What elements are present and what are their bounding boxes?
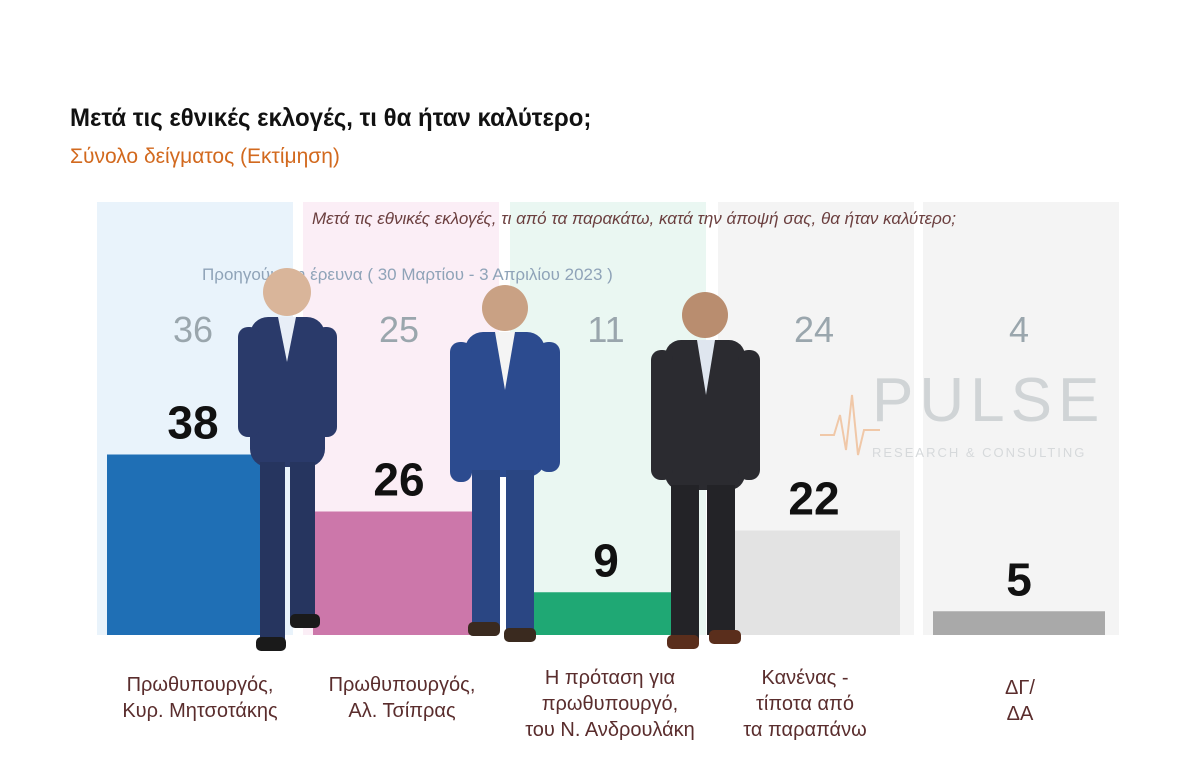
person-photo-mitsotakis bbox=[238, 268, 337, 651]
previous-value-label: 24 bbox=[794, 309, 834, 350]
pulse-logo: PULSE RESEARCH & CONSULTING bbox=[820, 365, 1110, 465]
current-value-label: 9 bbox=[593, 534, 619, 586]
logo-tagline: RESEARCH & CONSULTING bbox=[872, 445, 1087, 460]
bar-current bbox=[107, 454, 279, 635]
category-label: Κανένας - τίποτα από τα παραπάνω bbox=[743, 667, 867, 741]
bar-current bbox=[313, 511, 485, 635]
previous-value-label: 36 bbox=[173, 309, 213, 350]
current-value-label: 38 bbox=[167, 397, 218, 449]
chart-title: Μετά τις εθνικές εκλογές, τι θα ήταν καλ… bbox=[70, 104, 592, 132]
column-background bbox=[923, 202, 1119, 635]
question-text: Μετά τις εθνικές εκλογές, τι από τα παρα… bbox=[312, 209, 957, 228]
bar-current bbox=[520, 592, 692, 635]
logo-wordmark: PULSE bbox=[872, 366, 1106, 435]
current-value-label: 5 bbox=[1006, 553, 1032, 605]
category-label: Πρωθυπουργός, Κυρ. Μητσοτάκης bbox=[122, 674, 278, 722]
person-photo-tsipras bbox=[450, 285, 560, 642]
previous-value-label: 11 bbox=[587, 309, 624, 350]
previous-value-label: 4 bbox=[1009, 309, 1029, 350]
category-label: Η πρόταση για πρωθυπουργό, του Ν. Ανδρου… bbox=[525, 667, 695, 741]
current-value-label: 22 bbox=[788, 473, 839, 525]
category-label: ΔΓ/ ΔΑ bbox=[1005, 677, 1035, 725]
bar-current bbox=[933, 611, 1105, 635]
chart-subtitle: Σύνολο δείγματος (Εκτίμηση) bbox=[70, 145, 340, 168]
category-label: Πρωθυπουργός, Αλ. Τσίπρας bbox=[328, 674, 476, 722]
bar-current bbox=[728, 530, 900, 635]
previous-value-label: 25 bbox=[379, 309, 419, 350]
current-value-label: 26 bbox=[373, 454, 424, 506]
person-photo-androulakis bbox=[651, 292, 760, 649]
pulse-wave-icon bbox=[820, 394, 880, 456]
